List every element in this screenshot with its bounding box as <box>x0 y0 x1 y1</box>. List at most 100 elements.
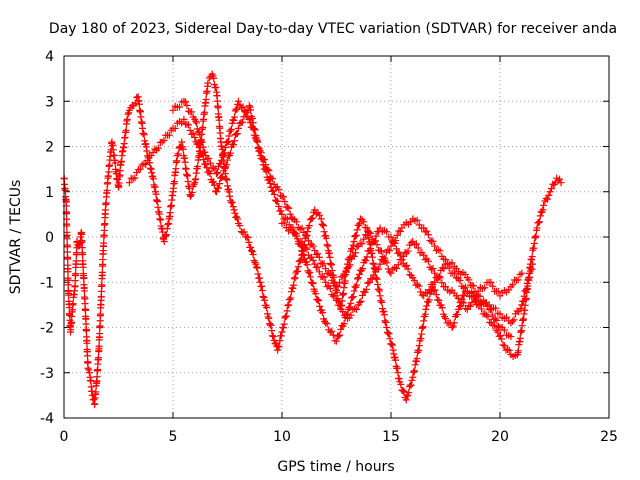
data-point-marker <box>408 376 416 384</box>
data-point-marker <box>95 342 103 350</box>
data-point-marker <box>111 159 119 167</box>
data-point-marker <box>304 237 312 245</box>
data-point-marker <box>261 296 269 304</box>
data-point-marker <box>476 292 484 300</box>
data-point-marker <box>317 215 325 223</box>
data-point-marker <box>179 145 187 153</box>
data-point-marker <box>303 261 311 269</box>
data-point-marker <box>258 287 266 295</box>
y-tick-label: 3 <box>45 94 54 110</box>
data-point-marker <box>518 269 526 277</box>
data-point-marker <box>427 265 435 273</box>
data-point-marker <box>172 165 180 173</box>
data-point-marker <box>176 103 184 111</box>
data-point-marker <box>290 281 298 289</box>
data-point-marker <box>322 265 330 273</box>
data-point-marker <box>411 367 419 375</box>
data-point-marker <box>305 222 313 230</box>
data-point-marker <box>460 299 468 307</box>
data-point-marker <box>520 292 528 300</box>
data-point-marker <box>381 254 389 262</box>
data-point-marker <box>431 278 439 286</box>
data-point-marker <box>92 388 100 396</box>
data-point-marker <box>326 328 334 336</box>
data-point-marker <box>413 281 421 289</box>
data-point-marker <box>424 257 432 265</box>
data-point-marker <box>436 274 444 282</box>
data-point-marker <box>165 131 173 139</box>
data-point-marker <box>100 239 108 247</box>
data-point-marker <box>160 136 168 144</box>
data-point-marker <box>500 342 508 350</box>
data-point-marker <box>214 169 222 177</box>
data-point-marker <box>238 104 246 112</box>
data-point-marker <box>101 220 109 228</box>
data-point-marker <box>188 130 196 138</box>
data-point-marker <box>491 315 499 323</box>
data-point-marker <box>307 273 315 281</box>
data-point-marker <box>238 118 246 126</box>
data-point-marker <box>213 170 221 178</box>
data-point-marker <box>258 282 266 290</box>
data-point-marker <box>376 260 384 268</box>
data-point-marker <box>353 226 361 234</box>
data-point-marker <box>450 319 458 327</box>
data-point-marker <box>67 326 75 334</box>
data-point-marker <box>245 102 253 110</box>
data-point-marker <box>115 179 123 187</box>
data-point-marker <box>328 327 336 335</box>
data-point-marker <box>383 259 391 267</box>
data-point-marker <box>545 191 553 199</box>
data-point-marker <box>392 245 400 253</box>
data-point-marker <box>231 113 239 121</box>
data-point-marker <box>404 265 412 273</box>
data-point-marker <box>306 268 314 276</box>
data-point-marker <box>103 186 111 194</box>
data-point-marker <box>394 261 402 269</box>
data-point-marker <box>532 232 540 240</box>
data-point-marker <box>234 215 242 223</box>
data-point-marker <box>270 190 278 198</box>
x-tick-label: 15 <box>382 429 400 445</box>
data-point-marker <box>514 347 522 355</box>
data-point-marker <box>253 137 261 145</box>
data-point-marker <box>420 251 428 259</box>
data-point-marker <box>146 164 154 172</box>
data-point-marker <box>228 198 236 206</box>
data-point-marker <box>309 214 317 222</box>
data-point-marker <box>358 240 366 248</box>
data-point-marker <box>226 192 234 200</box>
data-point-marker <box>202 152 210 160</box>
data-point-marker <box>78 230 86 238</box>
data-point-marker <box>311 247 319 255</box>
x-tick-label: 10 <box>273 429 291 445</box>
data-point-marker <box>170 178 178 186</box>
data-point-marker <box>223 161 231 169</box>
data-point-marker <box>339 290 347 298</box>
data-point-marker <box>283 203 291 211</box>
data-point-marker <box>256 278 264 286</box>
data-point-marker <box>98 281 106 289</box>
data-point-marker <box>385 330 393 338</box>
data-point-marker <box>419 323 427 331</box>
data-point-marker <box>425 286 433 294</box>
data-point-marker <box>334 282 342 290</box>
data-point-marker <box>496 332 504 340</box>
data-point-marker <box>194 162 202 170</box>
data-point-marker <box>383 324 391 331</box>
data-point-marker <box>255 274 263 282</box>
data-point-marker <box>276 337 284 345</box>
data-point-marker <box>283 307 291 315</box>
data-point-marker <box>293 218 301 226</box>
data-point-marker <box>339 307 347 315</box>
data-point-marker <box>516 334 524 342</box>
data-point-marker <box>175 144 183 152</box>
data-point-marker <box>491 321 499 329</box>
data-point-marker <box>347 311 355 319</box>
data-point-marker <box>326 285 334 293</box>
data-point-marker <box>315 268 323 276</box>
data-point-marker <box>245 115 253 123</box>
data-point-marker <box>257 149 265 157</box>
data-point-marker <box>392 356 400 364</box>
